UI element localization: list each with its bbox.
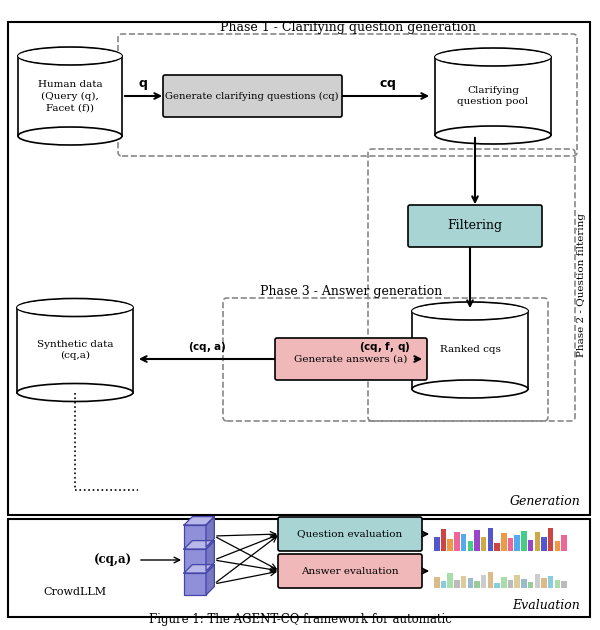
Bar — [461, 576, 466, 588]
Polygon shape — [206, 541, 214, 571]
Bar — [448, 573, 453, 588]
Bar — [488, 528, 493, 551]
Text: Human data
(Query (q),
Facet (f)): Human data (Query (q), Facet (f)) — [38, 79, 103, 112]
Bar — [184, 573, 206, 595]
FancyBboxPatch shape — [8, 22, 590, 515]
Bar — [454, 532, 460, 551]
Text: Question evaluation: Question evaluation — [298, 529, 403, 539]
FancyBboxPatch shape — [275, 338, 427, 380]
Ellipse shape — [18, 47, 122, 65]
Text: $\mathbf{cq}$: $\mathbf{cq}$ — [379, 78, 397, 92]
Ellipse shape — [412, 302, 528, 320]
Ellipse shape — [412, 304, 528, 319]
Text: Phase 3 - Answer generation: Phase 3 - Answer generation — [260, 285, 442, 298]
Bar — [521, 530, 527, 551]
Ellipse shape — [17, 384, 133, 401]
Bar — [481, 537, 487, 551]
Bar — [494, 583, 500, 588]
Bar — [535, 532, 540, 551]
Polygon shape — [184, 541, 214, 549]
Bar — [501, 533, 506, 551]
Text: Generation: Generation — [509, 495, 580, 508]
Bar — [467, 578, 473, 588]
Text: $\mathbf{(cq,\,a)}$: $\mathbf{(cq,\,a)}$ — [188, 340, 226, 354]
Bar — [521, 579, 527, 588]
Bar — [184, 549, 206, 571]
Bar — [528, 540, 533, 551]
Bar — [481, 575, 487, 588]
Bar — [488, 571, 493, 588]
Ellipse shape — [435, 48, 551, 66]
FancyBboxPatch shape — [408, 205, 542, 247]
Text: (cq,a): (cq,a) — [94, 554, 132, 566]
Bar — [440, 529, 446, 551]
Bar — [508, 580, 513, 588]
Text: Generate answers (a): Generate answers (a) — [295, 355, 407, 364]
Bar — [501, 577, 506, 588]
FancyBboxPatch shape — [278, 517, 422, 551]
Bar — [514, 575, 520, 588]
Text: Phase 1 - Clarifying question generation: Phase 1 - Clarifying question generation — [220, 21, 476, 34]
Text: Synthetic data
(cq,a): Synthetic data (cq,a) — [37, 340, 113, 360]
Bar — [528, 582, 533, 588]
Bar — [562, 536, 567, 551]
Bar — [508, 538, 513, 551]
Text: Answer evaluation: Answer evaluation — [301, 566, 399, 575]
Bar — [467, 541, 473, 551]
Bar — [474, 581, 480, 588]
FancyBboxPatch shape — [412, 311, 528, 389]
Ellipse shape — [435, 126, 551, 144]
Bar — [461, 534, 466, 551]
Ellipse shape — [18, 127, 122, 145]
Text: Filtering: Filtering — [448, 219, 503, 232]
FancyBboxPatch shape — [17, 307, 133, 392]
Ellipse shape — [18, 49, 122, 64]
Ellipse shape — [435, 49, 551, 65]
Text: $\mathbf{q}$: $\mathbf{q}$ — [138, 78, 148, 92]
FancyBboxPatch shape — [163, 75, 342, 117]
Bar — [554, 541, 560, 551]
Bar — [434, 537, 439, 551]
Text: CrowdLLM: CrowdLLM — [43, 587, 107, 597]
Bar — [548, 528, 553, 551]
Bar — [184, 525, 206, 547]
Bar — [514, 535, 520, 551]
Bar — [454, 580, 460, 588]
Bar — [541, 537, 547, 551]
FancyBboxPatch shape — [18, 56, 122, 136]
Bar — [494, 542, 500, 551]
Ellipse shape — [17, 300, 133, 315]
Text: Ranked cqs: Ranked cqs — [440, 345, 500, 355]
Bar — [562, 581, 567, 588]
FancyBboxPatch shape — [8, 519, 590, 617]
Text: Clarifying
question pool: Clarifying question pool — [457, 86, 529, 106]
Bar — [535, 574, 540, 588]
Ellipse shape — [17, 299, 133, 316]
Ellipse shape — [412, 380, 528, 398]
Text: Phase 2 - Question filtering: Phase 2 - Question filtering — [577, 213, 586, 357]
Polygon shape — [184, 517, 214, 525]
Bar — [474, 530, 480, 551]
FancyBboxPatch shape — [278, 554, 422, 588]
Bar — [541, 578, 547, 588]
Bar — [554, 580, 560, 588]
Bar — [440, 581, 446, 588]
FancyBboxPatch shape — [435, 57, 551, 135]
Polygon shape — [206, 564, 214, 595]
Text: Evaluation: Evaluation — [512, 599, 580, 612]
Polygon shape — [206, 517, 214, 547]
Text: Generate clarifying questions (cq): Generate clarifying questions (cq) — [165, 91, 339, 101]
Bar — [434, 577, 439, 588]
Bar — [548, 576, 553, 588]
Text: Figure 1: The AGENT-CQ framework for automatic: Figure 1: The AGENT-CQ framework for aut… — [149, 613, 451, 626]
Polygon shape — [184, 564, 214, 573]
Text: $\mathbf{(cq,\,f,\,q)}$: $\mathbf{(cq,\,f,\,q)}$ — [359, 340, 410, 354]
Bar — [448, 539, 453, 551]
